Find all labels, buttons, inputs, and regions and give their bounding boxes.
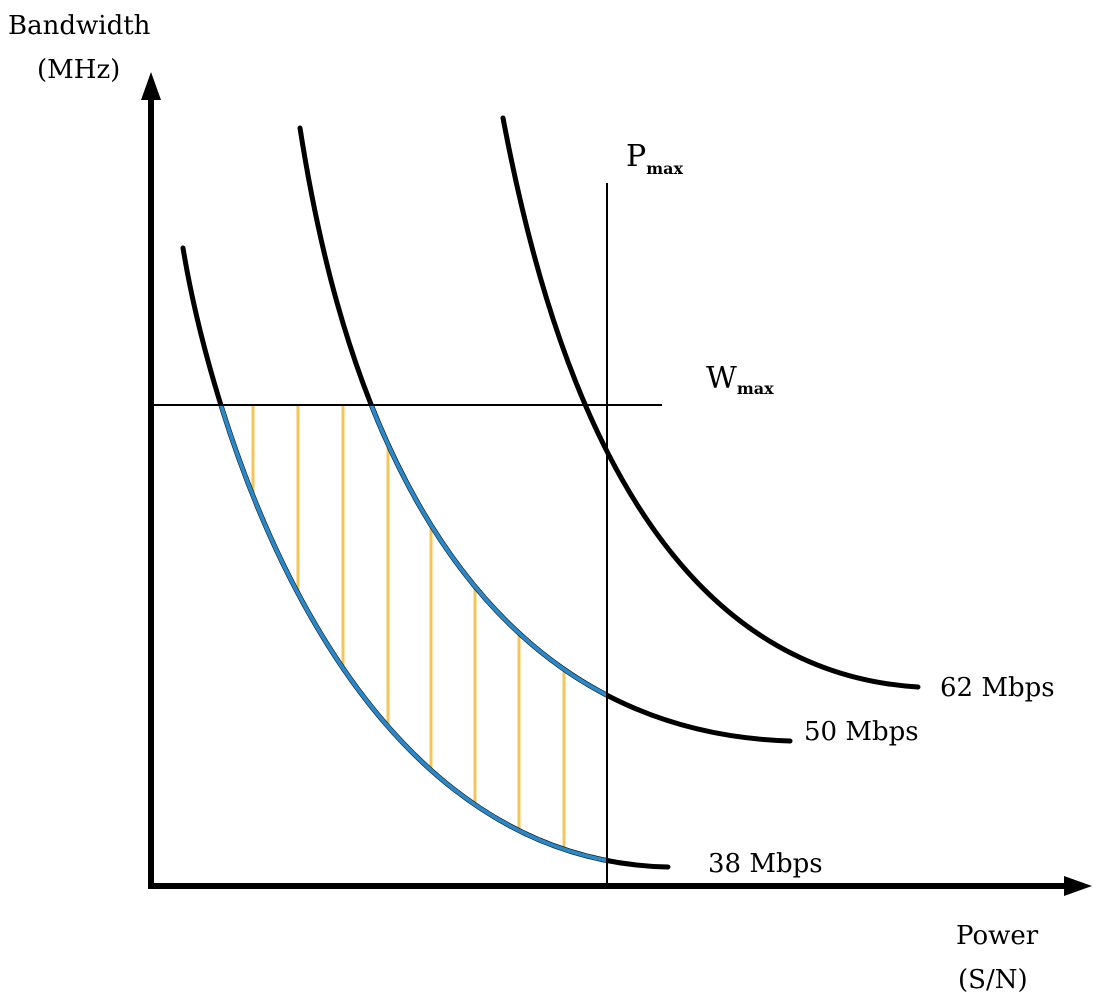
power-limit-label: Pmax: [626, 139, 683, 178]
power-limit-main: P: [626, 139, 646, 174]
x-axis-title-line2: (S/N): [958, 965, 1028, 995]
feasible-region-hatching: [251, 405, 566, 850]
bandwidth-limit-sub: max: [737, 379, 774, 398]
curve-label-62: 62 Mbps: [940, 673, 1055, 703]
y-axis-title-line2: (MHz): [37, 55, 120, 85]
power-limit-sub: max: [646, 159, 683, 178]
bandwidth-limit-main: W: [706, 361, 737, 396]
x-axis-title-line1: Power: [956, 921, 1039, 951]
curve-50-mbps: [297, 125, 793, 744]
curve-62-mbps: [500, 115, 921, 690]
feasible-boundary-50: [369, 405, 607, 698]
x-axis-arrowhead: [1064, 876, 1092, 896]
bandwidth-limit-label: Wmax: [706, 361, 774, 398]
y-axis-arrowhead: [141, 72, 161, 100]
feasible-boundary-38: [218, 405, 607, 863]
y-axis-title-line1: Bandwidth: [8, 11, 151, 41]
curve-label-50: 50 Mbps: [804, 717, 919, 747]
curve-38-mbps: [180, 245, 671, 870]
curve-label-38: 38 Mbps: [708, 849, 823, 879]
